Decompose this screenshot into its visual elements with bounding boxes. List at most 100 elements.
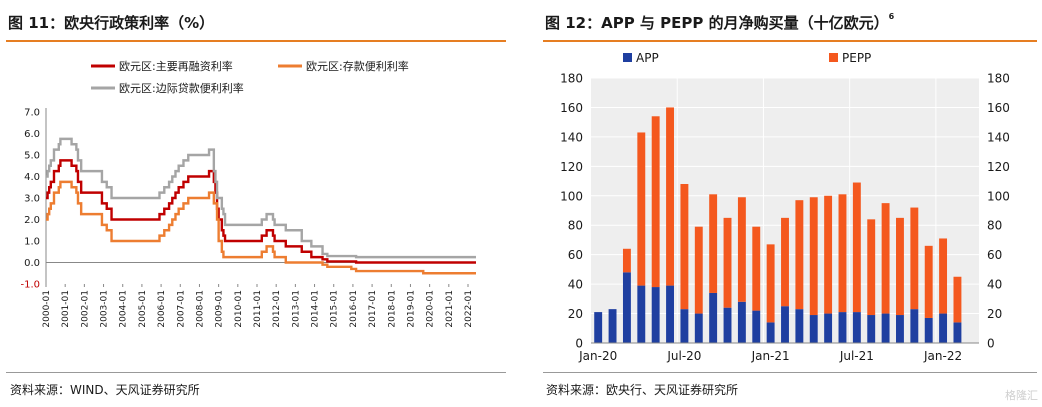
right-source-rule [543, 372, 1037, 373]
legend-swatch-pepp [829, 53, 838, 62]
bar-app-2021-10 [896, 315, 904, 343]
bar-pepp-2020-12 [752, 226, 761, 311]
right-chart-title-text: 图 12：APP 与 PEPP 的月净购买量（十亿欧元） [545, 14, 889, 32]
bar-app-2021-06 [838, 312, 847, 343]
bar-pepp-2021-03 [795, 200, 804, 310]
x-tick-label: 2001-01 [61, 290, 71, 328]
x-tick-label: Jul-21 [839, 349, 874, 363]
bar-app-2020-08 [694, 313, 703, 343]
x-tick-label: 2009-01 [215, 290, 225, 328]
left-title-rule [6, 40, 506, 42]
bar-pepp-2020-08 [694, 226, 703, 314]
bar-app-2021-07 [852, 312, 861, 343]
bar-app-2021-02 [781, 306, 789, 343]
bar-app-2021-08 [867, 315, 876, 343]
bar-pepp-2021-02 [781, 217, 789, 307]
y-tick-label-left: 100 [560, 189, 583, 203]
bar-app-2022-01 [939, 313, 948, 343]
y-tick-label: 6.0 [24, 129, 40, 140]
y-tick-label: 3.0 [24, 194, 40, 205]
x-tick-label: 2016-01 [349, 290, 359, 328]
legend-label-pepp: PEPP [842, 51, 871, 65]
y-tick-label-left: 40 [568, 278, 583, 292]
bar-pepp-2021-12 [924, 245, 933, 318]
x-tick-label: 2022-01 [464, 290, 474, 328]
series-line-2 [46, 180, 476, 275]
left-chart-title: 图 11：欧央行政策利率（%） [8, 14, 215, 32]
y-tick-label-right: 180 [987, 72, 1010, 86]
y-tick-label-right: 100 [987, 189, 1010, 203]
y-tick-label: 4.0 [24, 172, 40, 183]
y-tick-label-left: 0 [575, 337, 583, 351]
bar-app-2021-01 [766, 322, 775, 343]
watermark-logo: 格隆汇 [1005, 389, 1038, 402]
bar-pepp-2021-06 [838, 194, 847, 313]
x-tick-label: 2007-01 [176, 290, 186, 328]
bar-pepp-2020-04 [637, 132, 646, 286]
x-tick-label: 2014-01 [311, 290, 321, 328]
series-line-3 [46, 137, 476, 259]
right-bar-chart: APP PEPP 0 0 20 20 40 40 60 60 80 80 100 100 120 120 140… [560, 51, 1010, 363]
y-tick-label-right: 140 [987, 130, 1010, 144]
x-tick-label: 2017-01 [368, 290, 378, 328]
bar-app-2020-02 [608, 309, 617, 343]
bar-app-2020-04 [637, 285, 646, 343]
bar-pepp-2020-05 [651, 116, 660, 288]
legend-label-2: 欧元区:存款便利利率 [306, 59, 409, 73]
y-tick-label: 7.0 [24, 108, 40, 119]
x-tick-label: 2002-01 [80, 290, 90, 328]
x-tick-label: 2005-01 [138, 290, 148, 328]
right-title-rule [543, 40, 1037, 42]
right-chart-title: 图 12：APP 与 PEPP 的月净购买量（十亿欧元） 6 [545, 12, 894, 33]
x-tick-label: Jan-20 [578, 349, 617, 363]
bar-pepp-2020-11 [737, 197, 746, 302]
y-tick-label: 0.0 [24, 258, 40, 269]
bar-pepp-2020-06 [666, 107, 674, 286]
y-tick-label-left: 80 [568, 219, 583, 233]
x-tick-label: 2018-01 [387, 290, 397, 328]
y-tick-label-right: 120 [987, 160, 1010, 174]
y-tick-label-left: 180 [560, 72, 583, 86]
x-tick-label: 2000-01 [42, 290, 52, 328]
bar-pepp-2021-07 [852, 182, 861, 313]
y-tick-label-right: 80 [987, 219, 1002, 233]
x-tick-label: 2013-01 [291, 290, 301, 328]
bar-pepp-2021-04 [809, 197, 818, 316]
x-tick-label: 2019-01 [406, 290, 416, 328]
left-source-text: 资料来源：WIND、天风证券研究所 [10, 383, 200, 397]
y-tick-label-right: 40 [987, 278, 1002, 292]
bar-pepp-2020-10 [723, 217, 732, 308]
x-tick-label: Jan-21 [751, 349, 790, 363]
bar-pepp-2020-07 [680, 184, 689, 310]
x-tick-label: Jan-22 [923, 349, 962, 363]
bar-app-2020-07 [680, 309, 689, 343]
y-tick-label-right: 20 [987, 307, 1002, 321]
y-tick-label-right: 160 [987, 101, 1010, 115]
bar-pepp-2021-05 [824, 195, 833, 314]
bar-app-2022-02 [953, 322, 962, 343]
y-tick-label: 2.0 [24, 215, 40, 226]
x-tick-label: 2003-01 [100, 290, 110, 328]
right-chart-title-footnote: 6 [888, 12, 895, 21]
bar-app-2021-12 [924, 317, 933, 343]
x-tick-label: 2011-01 [253, 290, 263, 328]
bar-app-2020-10 [723, 307, 732, 343]
bar-app-2020-11 [737, 301, 746, 343]
bar-pepp-2022-01 [939, 238, 948, 314]
x-tick-label: 2012-01 [272, 290, 282, 328]
y-tick-label: -1.0 [20, 280, 40, 291]
bar-app-2021-03 [795, 309, 804, 343]
y-tick-label: 1.0 [24, 237, 40, 248]
bar-app-2020-03 [622, 272, 631, 343]
bar-pepp-2021-09 [881, 203, 890, 314]
y-tick-label-right: 60 [987, 248, 1002, 262]
legend-swatch-app [623, 53, 632, 62]
bar-pepp-2021-08 [867, 219, 876, 316]
bar-pepp-2021-10 [896, 217, 904, 316]
legend-label-app: APP [636, 51, 659, 65]
x-tick-label: 2006-01 [157, 290, 167, 328]
bar-app-2021-05 [824, 313, 833, 343]
bar-pepp-2021-01 [766, 244, 775, 323]
right-source-text: 资料来源：欧央行、天风证券研究所 [546, 383, 739, 397]
